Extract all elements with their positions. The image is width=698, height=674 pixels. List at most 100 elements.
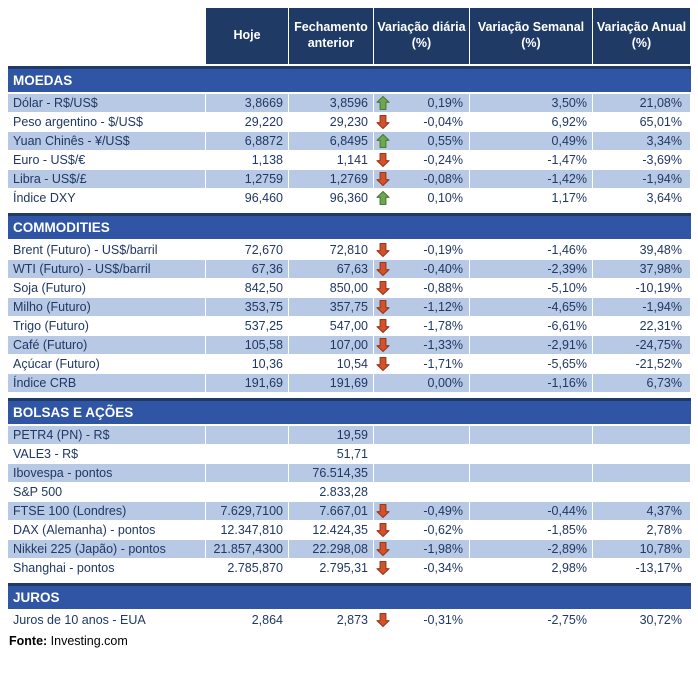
variacao-diaria-value: -1,33% bbox=[423, 338, 463, 352]
variacao-diaria-value: -0,08% bbox=[423, 172, 463, 186]
cell-variacao-anual: 30,72% bbox=[593, 611, 690, 629]
cell-variacao-semanal: -4,65% bbox=[470, 298, 592, 316]
variacao-diaria-value: -0,34% bbox=[423, 561, 463, 575]
down-arrow-icon bbox=[376, 318, 390, 334]
cell-variacao-diaria: 0,10% bbox=[374, 189, 469, 207]
row-label: Brent (Futuro) - US$/barril bbox=[8, 241, 205, 259]
row-label: Ibovespa - pontos bbox=[8, 464, 205, 482]
cell-fechamento: 19,59 bbox=[289, 426, 373, 444]
cell-variacao-anual: 6,73% bbox=[593, 374, 690, 392]
cell-hoje bbox=[206, 445, 288, 463]
cell-hoje bbox=[206, 426, 288, 444]
cell-fechamento: 1,2769 bbox=[289, 170, 373, 188]
cell-fechamento: 22.298,08 bbox=[289, 540, 373, 558]
cell-fechamento: 76.514,35 bbox=[289, 464, 373, 482]
cell-variacao-anual: 22,31% bbox=[593, 317, 690, 335]
up-arrow-icon bbox=[376, 133, 390, 149]
cell-variacao-semanal: 0,49% bbox=[470, 132, 592, 150]
cell-hoje: 72,670 bbox=[206, 241, 288, 259]
table-row: VALE3 - R$ 51,71 bbox=[8, 445, 691, 463]
source-note: Fonte: Investing.com bbox=[8, 634, 691, 648]
table-row: Índice DXY 96,460 96,360 0,10% 1,17% 3,64% bbox=[8, 189, 691, 207]
table-row: Milho (Futuro) 353,75 357,75 -1,12% -4,65% -1… bbox=[8, 298, 691, 316]
down-arrow-icon bbox=[376, 261, 390, 277]
cell-variacao-semanal: -2,39% bbox=[470, 260, 592, 278]
variacao-diaria-value: -0,31% bbox=[423, 613, 463, 627]
cell-hoje: 21.857,4300 bbox=[206, 540, 288, 558]
cell-fechamento: 850,00 bbox=[289, 279, 373, 297]
down-arrow-icon bbox=[376, 152, 390, 168]
row-label: Café (Futuro) bbox=[8, 336, 205, 354]
down-arrow-icon bbox=[376, 612, 390, 628]
cell-variacao-anual: -24,75% bbox=[593, 336, 690, 354]
table-row: Libra - US$/£ 1,2759 1,2769 -0,08% -1,42% -1,… bbox=[8, 170, 691, 188]
cell-variacao-semanal: -2,91% bbox=[470, 336, 592, 354]
table-row: DAX (Alemanha) - pontos 12.347,810 12.424,… bbox=[8, 521, 691, 539]
cell-hoje: 105,58 bbox=[206, 336, 288, 354]
cell-fechamento: 12.424,35 bbox=[289, 521, 373, 539]
cell-variacao-diaria: -0,24% bbox=[374, 151, 469, 169]
table-row: Ibovespa - pontos 76.514,35 bbox=[8, 464, 691, 482]
cell-hoje: 842,50 bbox=[206, 279, 288, 297]
cell-variacao-anual: -13,17% bbox=[593, 559, 690, 577]
cell-hoje bbox=[206, 483, 288, 501]
variacao-diaria-value: -0,88% bbox=[423, 281, 463, 295]
cell-variacao-semanal: -1,85% bbox=[470, 521, 592, 539]
table-row: Nikkei 225 (Japão) - pontos 21.857,4300 22… bbox=[8, 540, 691, 558]
cell-variacao-anual bbox=[593, 483, 690, 501]
section-header-commodities: COMMODITIES bbox=[8, 213, 691, 239]
cell-fechamento: 1,141 bbox=[289, 151, 373, 169]
cell-hoje: 3,8669 bbox=[206, 94, 288, 112]
cell-variacao-anual: 4,37% bbox=[593, 502, 690, 520]
header-fechamento-anterior: Fechamento anterior bbox=[289, 8, 373, 64]
variacao-diaria-value: -0,49% bbox=[423, 504, 463, 518]
row-label: Juros de 10 anos - EUA bbox=[8, 611, 205, 629]
cell-variacao-anual bbox=[593, 464, 690, 482]
variacao-diaria-value: 0,19% bbox=[427, 96, 463, 110]
table-row: S&P 500 2.833,28 bbox=[8, 483, 691, 501]
table-row: Trigo (Futuro) 537,25 547,00 -1,78% -6,61% 22… bbox=[8, 317, 691, 335]
cell-variacao-diaria: -1,71% bbox=[374, 355, 469, 373]
cell-variacao-semanal bbox=[470, 464, 592, 482]
cell-variacao-anual: -1,94% bbox=[593, 170, 690, 188]
source-label: Fonte: bbox=[9, 634, 48, 648]
variacao-diaria-value: -0,19% bbox=[423, 243, 463, 257]
cell-fechamento: 7.667,01 bbox=[289, 502, 373, 520]
table-row: Café (Futuro) 105,58 107,00 -1,33% -2,91% -24… bbox=[8, 336, 691, 354]
cell-variacao-anual: 10,78% bbox=[593, 540, 690, 558]
row-label: Índice DXY bbox=[8, 189, 205, 207]
cell-fechamento: 10,54 bbox=[289, 355, 373, 373]
cell-variacao-diaria: -0,04% bbox=[374, 113, 469, 131]
cell-hoje: 96,460 bbox=[206, 189, 288, 207]
cell-fechamento: 29,230 bbox=[289, 113, 373, 131]
cell-variacao-semanal: -1,16% bbox=[470, 374, 592, 392]
cell-variacao-anual bbox=[593, 426, 690, 444]
cell-variacao-diaria: -1,12% bbox=[374, 298, 469, 316]
cell-variacao-anual: 3,34% bbox=[593, 132, 690, 150]
cell-variacao-semanal: 3,50% bbox=[470, 94, 592, 112]
row-label: Yuan Chinês - ¥/US$ bbox=[8, 132, 205, 150]
down-arrow-icon bbox=[376, 337, 390, 353]
cell-hoje: 2.785,870 bbox=[206, 559, 288, 577]
cell-fechamento: 3,8596 bbox=[289, 94, 373, 112]
cell-variacao-anual: -3,69% bbox=[593, 151, 690, 169]
cell-variacao-diaria bbox=[374, 445, 469, 463]
cell-fechamento: 51,71 bbox=[289, 445, 373, 463]
variacao-diaria-value: -1,71% bbox=[423, 357, 463, 371]
source-value: Investing.com bbox=[47, 634, 128, 648]
header-spacer bbox=[8, 8, 205, 64]
down-arrow-icon bbox=[376, 503, 390, 519]
cell-variacao-diaria: 0,00% bbox=[374, 374, 469, 392]
table-row: Soja (Futuro) 842,50 850,00 -0,88% -5,10% -10… bbox=[8, 279, 691, 297]
cell-hoje: 353,75 bbox=[206, 298, 288, 316]
header-hoje: Hoje bbox=[206, 8, 288, 64]
cell-variacao-diaria: -0,31% bbox=[374, 611, 469, 629]
table-row: Açúcar (Futuro) 10,36 10,54 -1,71% -5,65% -21… bbox=[8, 355, 691, 373]
cell-hoje: 10,36 bbox=[206, 355, 288, 373]
financial-table: Hoje Fechamento anterior Variação diária… bbox=[8, 8, 691, 648]
table-row: Euro - US$/€ 1,138 1,141 -0,24% -1,47% -3,69% bbox=[8, 151, 691, 169]
cell-variacao-diaria: -0,62% bbox=[374, 521, 469, 539]
variacao-diaria-value: -0,24% bbox=[423, 153, 463, 167]
cell-variacao-semanal: -1,42% bbox=[470, 170, 592, 188]
cell-variacao-semanal: -5,65% bbox=[470, 355, 592, 373]
